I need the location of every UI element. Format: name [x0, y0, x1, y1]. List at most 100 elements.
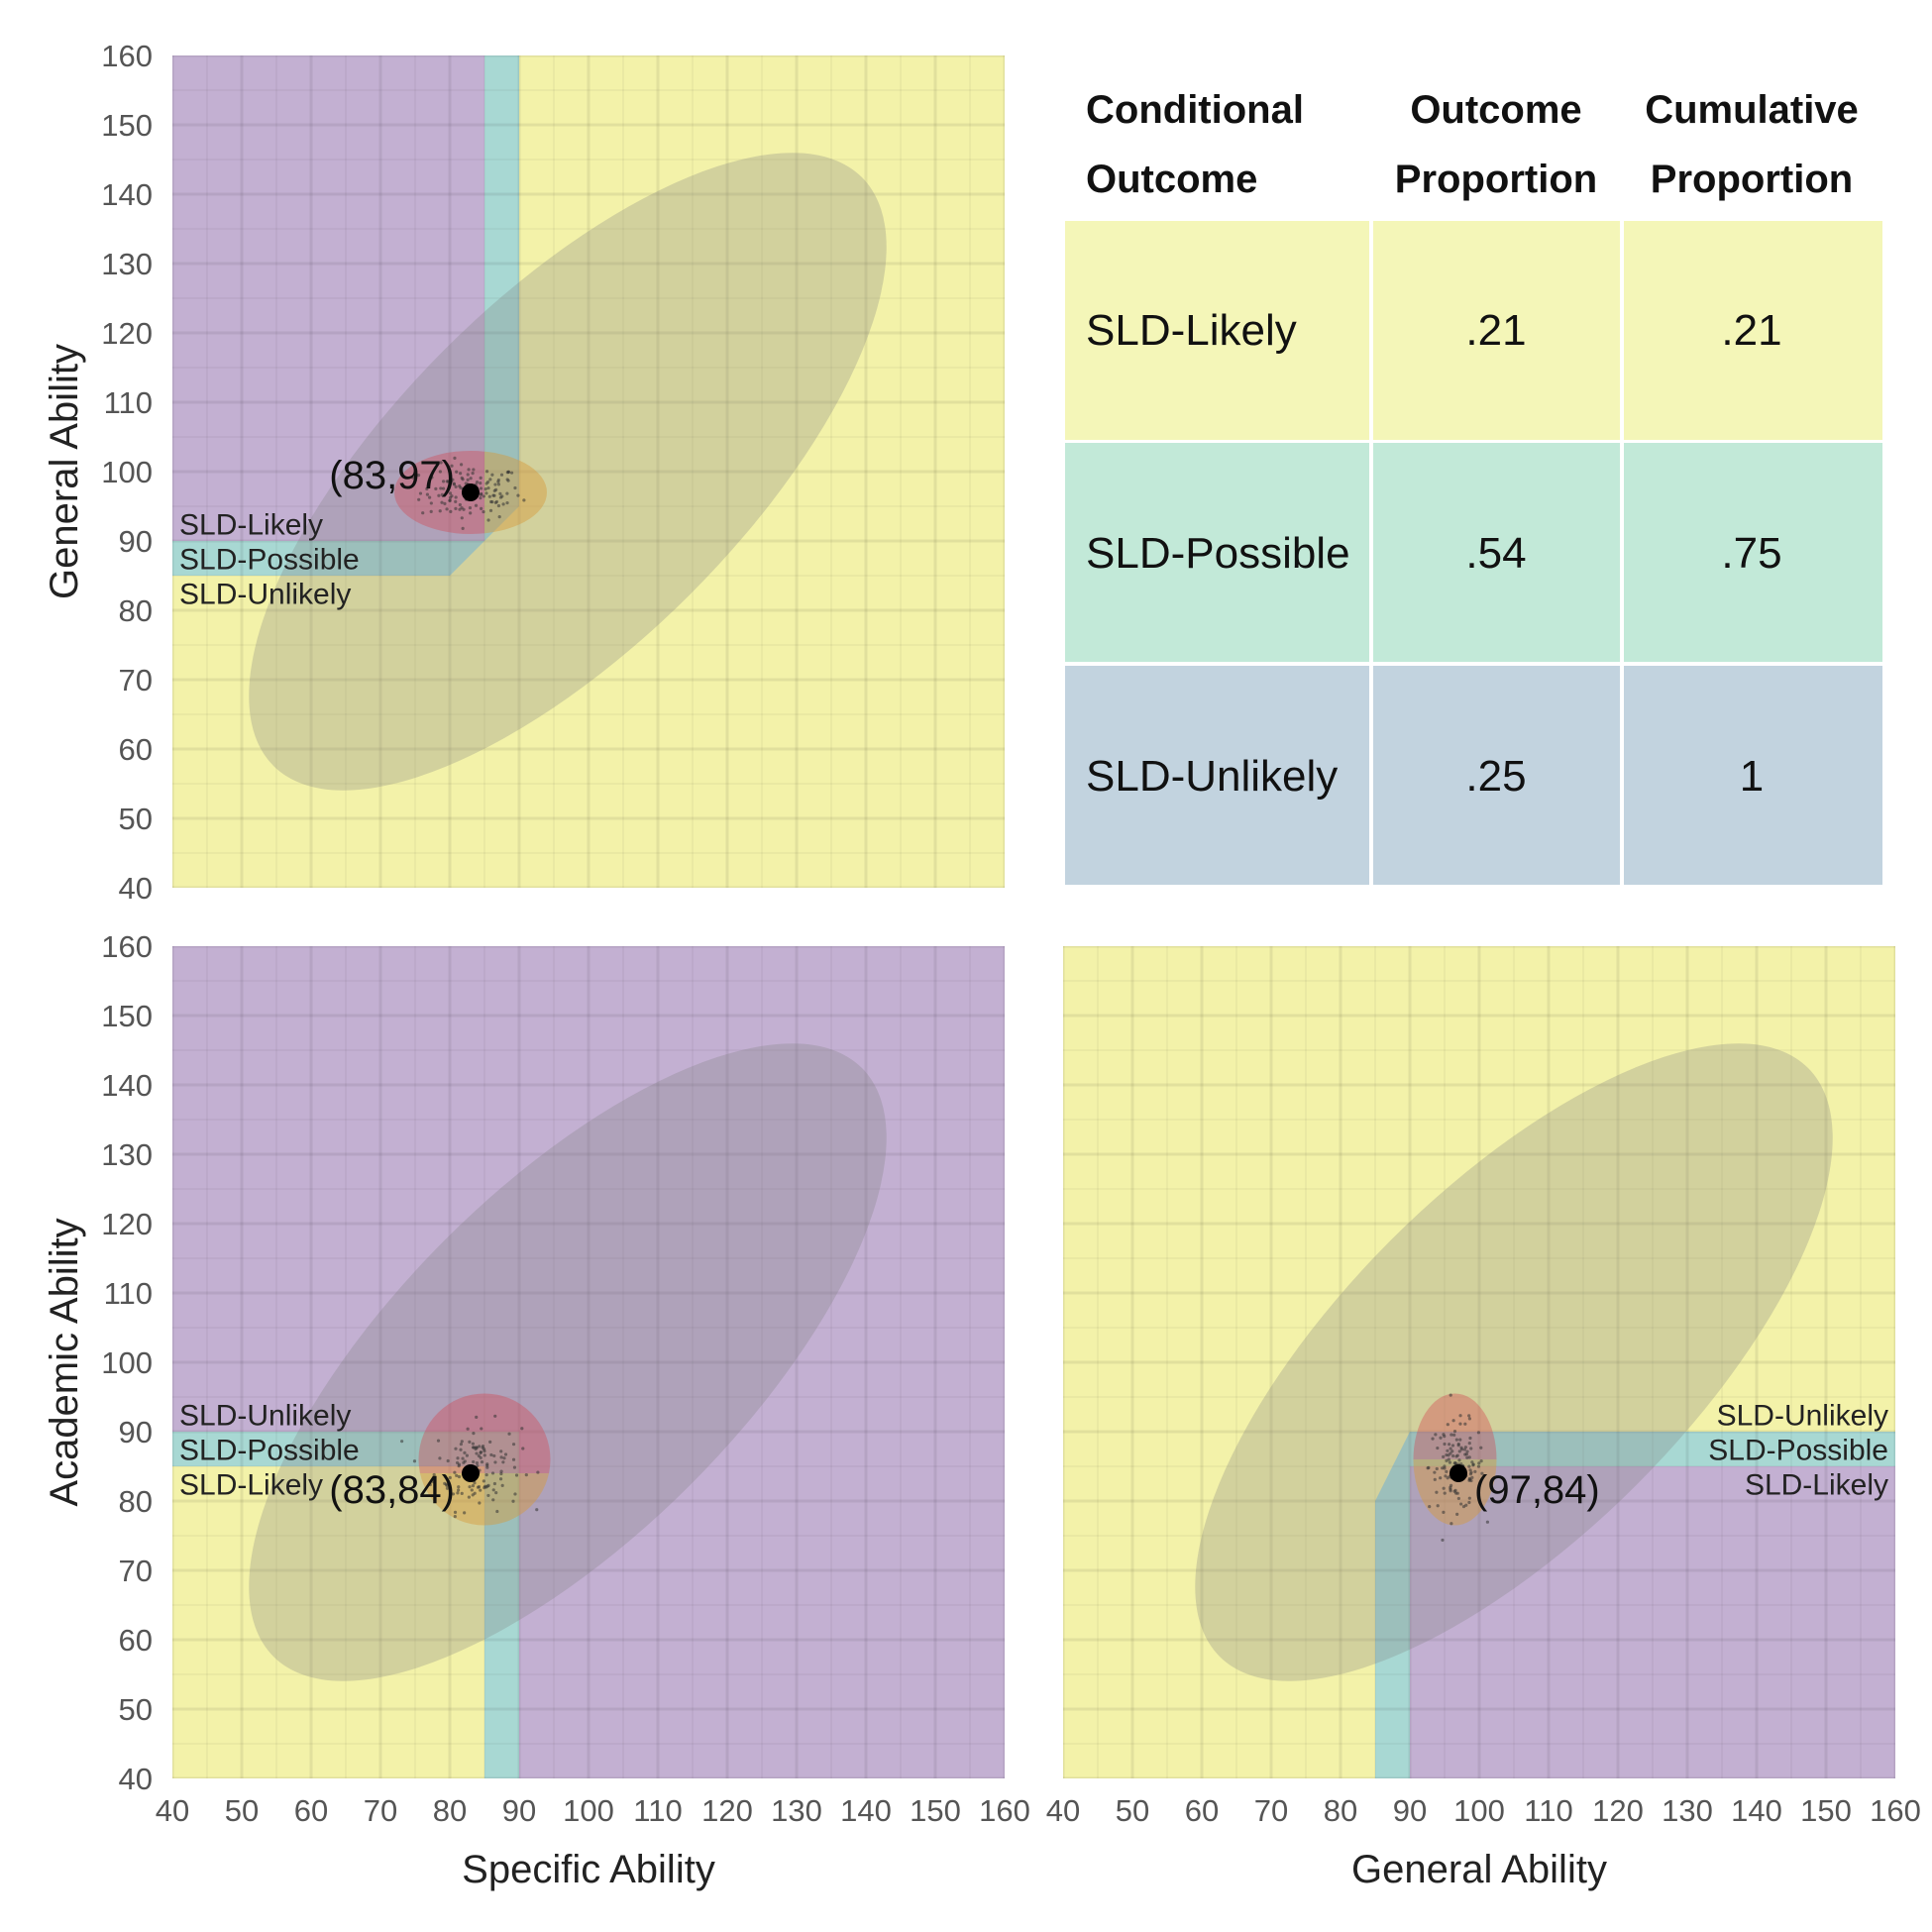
- sample-point: [1441, 1538, 1445, 1543]
- sample-point: [459, 472, 463, 476]
- sample-point: [494, 1490, 498, 1495]
- sample-point: [1479, 1459, 1483, 1463]
- sample-point: [446, 1458, 450, 1463]
- sample-point: [1434, 1433, 1438, 1437]
- header-outcome-proportion-line2: Proportion: [1395, 158, 1597, 201]
- sample-point: [427, 483, 431, 486]
- sample-point: [1470, 1475, 1474, 1479]
- sample-point: [1479, 1446, 1483, 1449]
- sample-point: [457, 1464, 461, 1468]
- sample-point: [493, 500, 498, 505]
- sample-point: [1452, 1461, 1456, 1465]
- observed-score-label: (97,84): [1474, 1468, 1600, 1512]
- sample-point: [500, 494, 504, 498]
- cell-cumulative: 1: [1740, 752, 1764, 801]
- sample-point: [428, 1482, 432, 1487]
- sample-point: [468, 1440, 472, 1444]
- row-unlikely-bg: [1065, 666, 1882, 885]
- sample-point: [485, 1465, 489, 1469]
- x-tick-label: 60: [294, 1793, 328, 1828]
- sample-point: [440, 500, 444, 504]
- sample-point: [1443, 1491, 1447, 1495]
- sample-point: [411, 476, 415, 480]
- sample-point: [488, 508, 493, 512]
- table-row: SLD-Likely .21 .21: [1065, 221, 1882, 440]
- y-tick-label: 70: [119, 1554, 153, 1588]
- y-tick-label: 100: [101, 1345, 153, 1380]
- sample-point: [479, 1488, 483, 1492]
- sample-point: [453, 1510, 458, 1514]
- sample-point: [440, 492, 444, 496]
- cell-proportion: .25: [1465, 752, 1526, 801]
- sample-point: [472, 468, 476, 472]
- sample-point: [469, 477, 473, 481]
- measurement-ellipse-red: [1413, 1393, 1497, 1459]
- sample-point: [418, 491, 423, 495]
- sample-point: [498, 491, 502, 495]
- sample-point: [496, 503, 501, 508]
- sample-point: [483, 1453, 486, 1457]
- header-cumulative-proportion-line1: Cumulative: [1645, 88, 1859, 132]
- sample-point: [483, 1486, 486, 1490]
- header-conditional-outcome-line2: Outcome: [1086, 158, 1257, 201]
- y-tick-label: 160: [101, 39, 153, 73]
- sample-point: [430, 476, 434, 480]
- sample-point: [479, 486, 483, 490]
- sample-point: [511, 1457, 516, 1461]
- y-tick-label: 150: [101, 108, 153, 143]
- region-possible: [172, 55, 519, 576]
- sample-point: [467, 1495, 471, 1499]
- sample-point: [491, 1488, 495, 1492]
- sample-point: [1435, 1466, 1439, 1471]
- x-tick-label: 50: [1116, 1793, 1149, 1828]
- sample-point: [460, 1440, 464, 1444]
- sample-point: [522, 498, 526, 502]
- region-label: SLD-Possible: [1708, 1435, 1888, 1467]
- sample-point: [451, 1492, 456, 1496]
- sample-point: [471, 1493, 475, 1497]
- sample-point: [453, 456, 457, 460]
- y-tick-label: 90: [119, 1415, 153, 1449]
- table-row: SLD-Possible .54 .75: [1065, 443, 1882, 662]
- sample-point: [1459, 1502, 1463, 1506]
- sample-point: [1463, 1422, 1467, 1426]
- sample-point: [480, 506, 483, 510]
- y-tick-label: 120: [101, 1207, 153, 1241]
- y-tick-label: 80: [119, 593, 153, 628]
- x-tick-label: 110: [1524, 1793, 1572, 1828]
- sample-point: [496, 480, 500, 483]
- sample-point: [416, 474, 421, 478]
- sample-point: [475, 1461, 480, 1465]
- y-tick-label: 90: [119, 524, 153, 559]
- sample-point: [1450, 1449, 1454, 1453]
- sample-point: [453, 1515, 457, 1519]
- sample-point: [462, 1460, 466, 1464]
- sample-point: [454, 495, 458, 499]
- sample-point: [507, 1432, 511, 1436]
- x-tick-label: 60: [1185, 1793, 1219, 1828]
- table-row: SLD-Unlikely .25 1: [1065, 666, 1882, 885]
- sample-point: [466, 473, 470, 477]
- sample-point: [1439, 1476, 1443, 1480]
- x-axis-title: General Ability: [1351, 1848, 1607, 1891]
- sample-point: [454, 506, 458, 510]
- sample-point: [461, 1456, 465, 1460]
- sample-point: [468, 505, 473, 510]
- sample-point: [1467, 1500, 1471, 1505]
- sample-point: [1468, 1472, 1473, 1476]
- sample-point: [1449, 1522, 1453, 1526]
- sample-point: [445, 480, 449, 483]
- plot-academic-vs-general: (97,84) SLD-UnlikelySLD-PossibleSLD-Likel…: [1046, 946, 1921, 1891]
- sample-point: [481, 1446, 484, 1449]
- y-tick-label: 150: [101, 999, 153, 1033]
- sample-point: [460, 1491, 464, 1495]
- sample-point: [472, 1459, 476, 1464]
- sample-point: [434, 486, 438, 491]
- header-conditional-outcome-line1: Conditional: [1086, 88, 1304, 132]
- sample-point: [524, 1473, 528, 1477]
- sample-point: [448, 498, 452, 502]
- x-tick-label: 150: [1800, 1793, 1852, 1828]
- conditional-distribution-ellipse: [1195, 1043, 1833, 1681]
- sample-point: [1431, 1437, 1435, 1441]
- sample-point: [493, 483, 497, 486]
